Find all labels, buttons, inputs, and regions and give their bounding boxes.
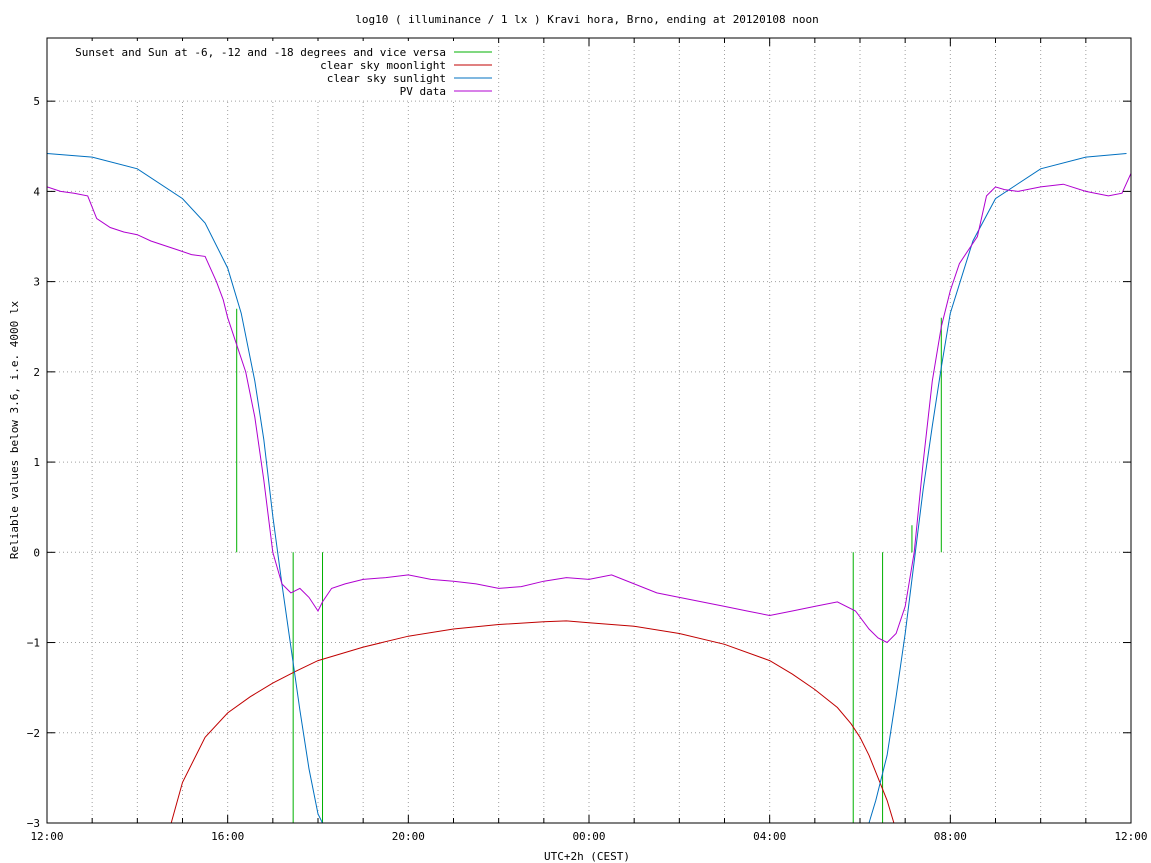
grid: [47, 38, 1131, 823]
x-tick-label: 08:00: [934, 830, 967, 843]
legend-background: [50, 41, 496, 99]
y-tick-label: −1: [27, 637, 40, 650]
y-tick-label: −3: [27, 817, 40, 830]
x-tick-label: 20:00: [392, 830, 425, 843]
x-tick-label: 04:00: [753, 830, 786, 843]
y-tick-label: 1: [33, 456, 40, 469]
y-tick-label: 2: [33, 366, 40, 379]
series-group: [47, 153, 1131, 823]
series-layer: [47, 153, 1131, 823]
ticks: 12:00 16:00 20:00 00:00 04:00 08:00 12:00 5 4 3 2 1…: [27, 38, 1148, 843]
legend-label: PV data: [400, 85, 446, 98]
y-tick-label: 5: [33, 95, 40, 108]
x-tick-label: 00:00: [572, 830, 605, 843]
legend-label: Sunset and Sun at -6, -12 and -18 degree…: [75, 46, 446, 59]
series-line-clear-sky-moonlight: [170, 620, 895, 823]
x-tick-label: 12:00: [30, 830, 63, 843]
series-line-clear-sky-sunlight: [47, 153, 1127, 823]
x-tick-label: 16:00: [211, 830, 244, 843]
y-tick-label: 3: [33, 276, 40, 289]
chart-title: log10 ( illuminance / 1 lx ) Kravi hora,…: [355, 13, 819, 26]
x-tick-label: 12:00: [1114, 830, 1147, 843]
y-tick-label: 4: [33, 185, 40, 198]
legend: Sunset and Sun at -6, -12 and -18 degree…: [50, 41, 496, 99]
y-tick-label: −2: [27, 727, 40, 740]
series-line-pv-data: [47, 173, 1131, 644]
legend-label: clear sky moonlight: [320, 59, 446, 72]
y-tick-label: 0: [33, 546, 40, 559]
legend-label: clear sky sunlight: [327, 72, 446, 85]
y-axis-label: Reliable values below 3.6, i.e. 4000 lx: [8, 300, 21, 559]
x-axis-label: UTC+2h (CEST): [544, 850, 630, 863]
